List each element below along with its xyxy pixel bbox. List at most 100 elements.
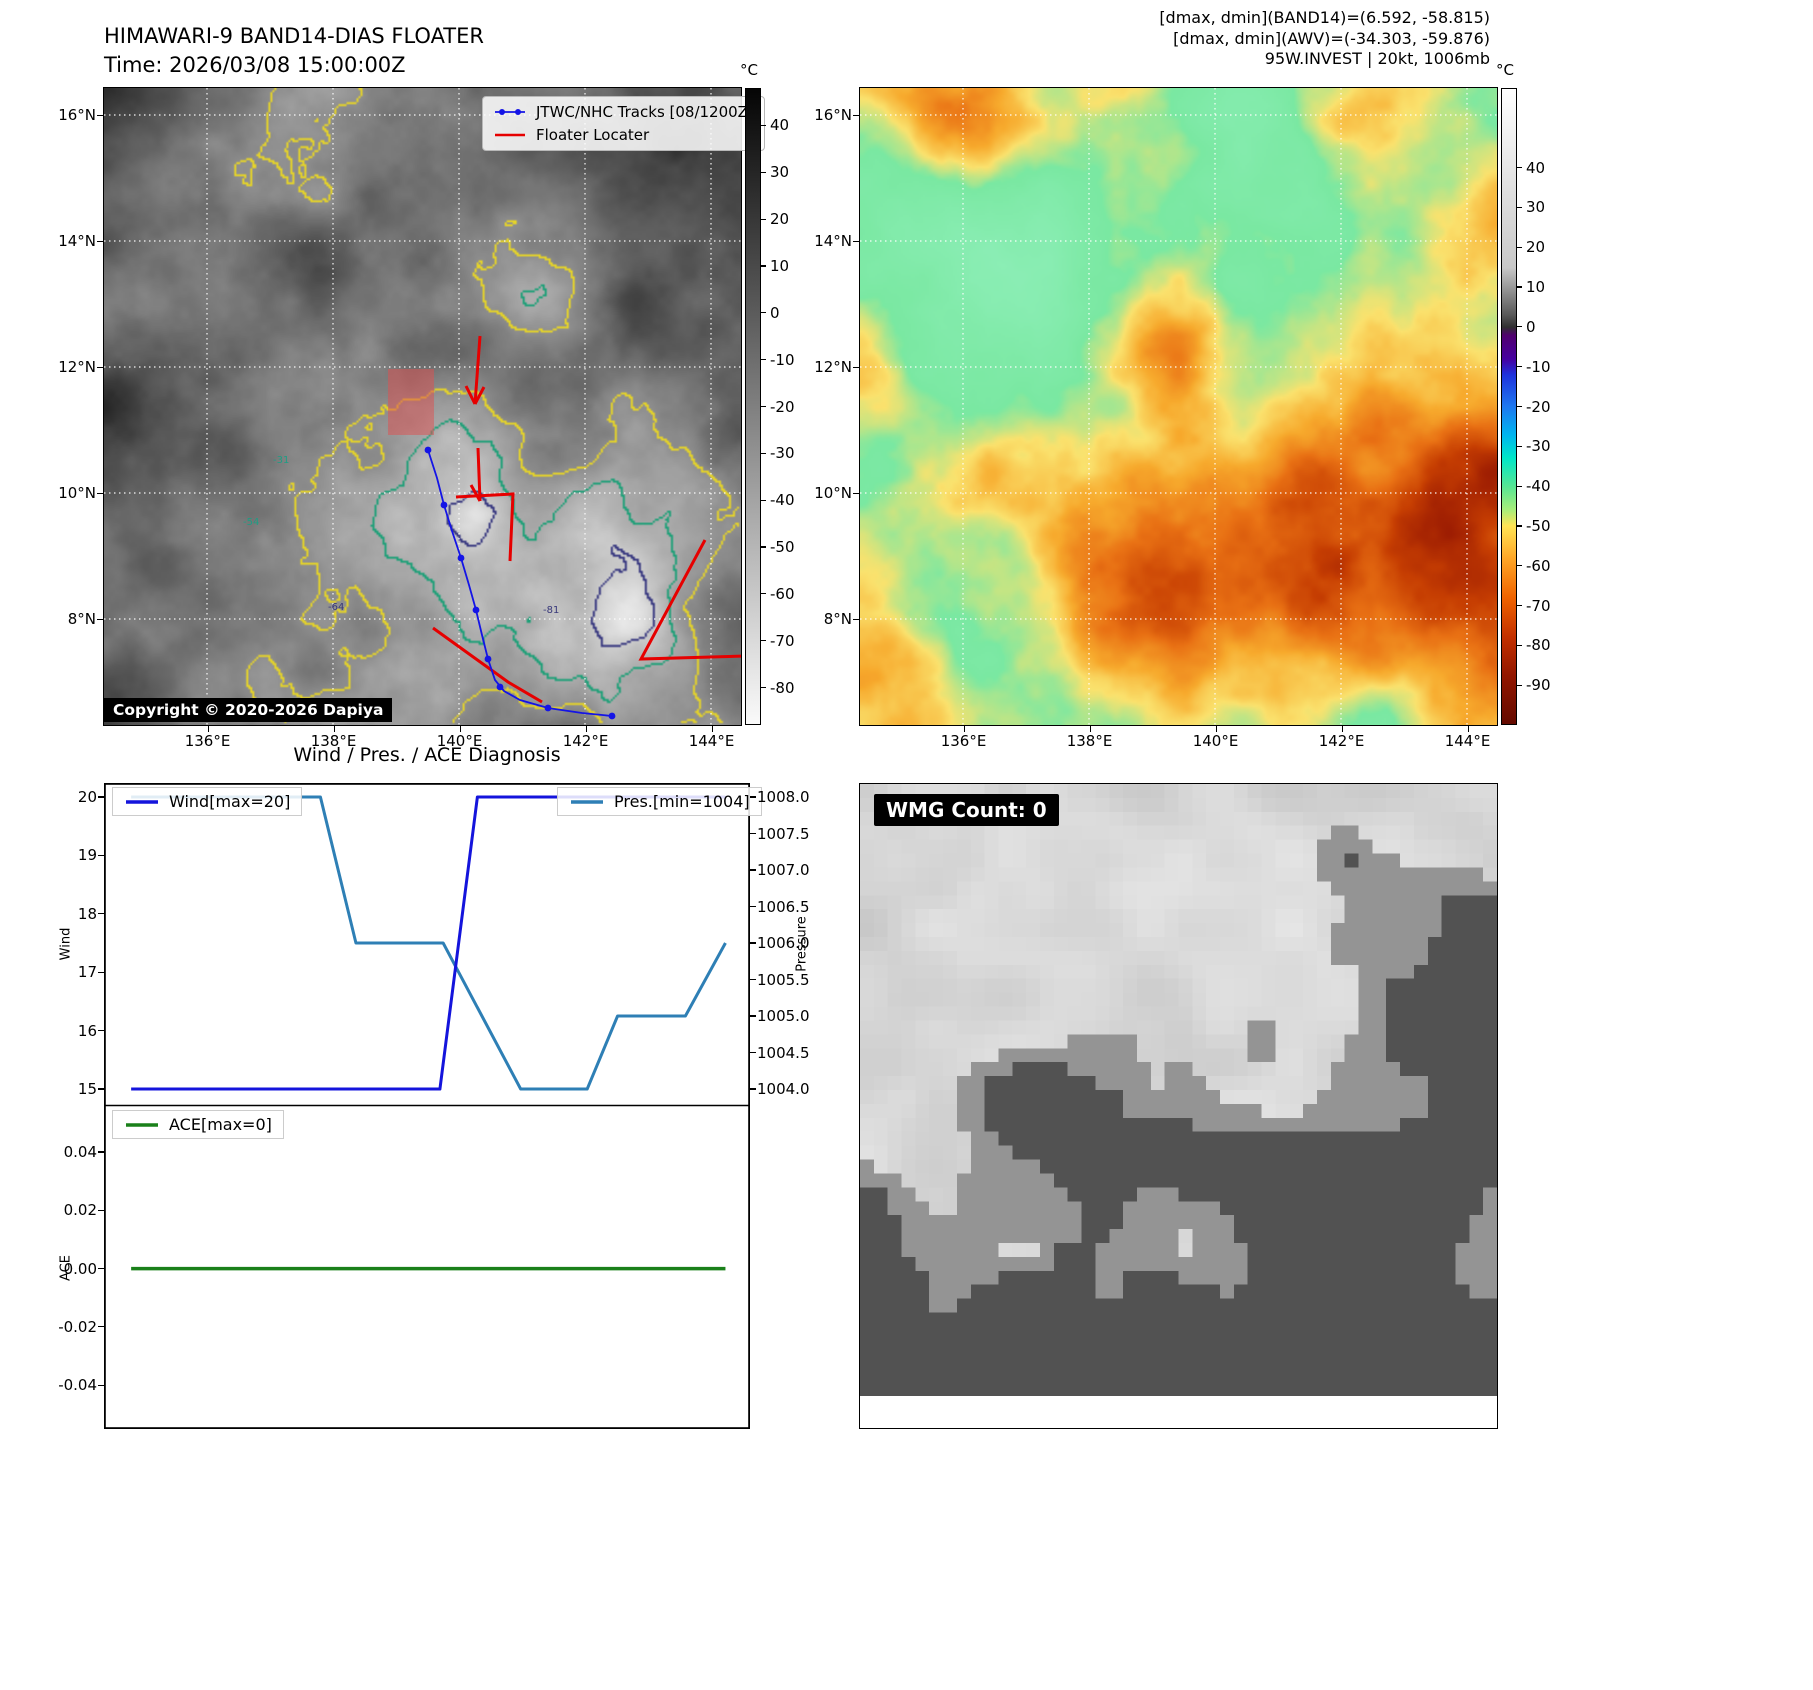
lon-tick-label: 138°E [1066, 732, 1113, 750]
colorbar-tick [761, 640, 766, 642]
wmg-count-badge: WMG Count: 0 [874, 794, 1059, 826]
lat-tick [97, 241, 103, 243]
lon-tick [963, 726, 965, 732]
copyright-badge: Copyright © 2020-2026 Dapiya [104, 698, 393, 722]
colorbar-tick-label: -20 [1526, 397, 1551, 416]
lon-tick [711, 726, 713, 732]
lon-tick-label: 136°E [940, 732, 987, 750]
diagnosis-chart [103, 783, 750, 1429]
lon-tick-label: 140°E [1192, 732, 1239, 750]
lat-tick-label: 12°N [814, 358, 852, 376]
wmg-microwave-image [860, 784, 1497, 1396]
colorbar-tick-label: -50 [1526, 516, 1551, 535]
ace-tick [98, 1268, 104, 1270]
lon-tick [459, 726, 461, 732]
lon-tick-label: 138°E [310, 732, 357, 750]
colorbar-tick [761, 546, 766, 548]
pressure-tick [750, 1088, 756, 1090]
colorbar-tick [761, 265, 766, 267]
lon-tick-label: 144°E [688, 732, 735, 750]
colorbar-tick-label: 30 [770, 163, 790, 182]
lat-tick [853, 241, 859, 243]
diagnostics-header: [dmax, dmin](BAND14)=(6.592, -58.815) [d… [1000, 8, 1490, 70]
lat-tick [97, 493, 103, 495]
pressure-tick [750, 978, 756, 981]
lat-tick [97, 367, 103, 369]
colorbar-tick [1517, 206, 1522, 209]
legend-row-track: JTWC/NHC Tracks [08/1200Z] [493, 103, 754, 121]
colorbar-tick-label: -70 [770, 631, 795, 650]
pressure-tick-label: 1007.0 [757, 861, 810, 879]
pressure-tick-label: 1006.5 [757, 897, 810, 916]
ace-tick [98, 1384, 104, 1386]
track-line-sample-icon [495, 109, 525, 115]
wind-legend: Wind[max=20] [112, 787, 303, 816]
pressure-tick [750, 905, 756, 908]
colorbar-tick-label: 0 [770, 303, 780, 322]
colorbar-tick [1517, 565, 1522, 567]
lat-tick [97, 619, 103, 621]
pressure-tick-label: 1007.5 [757, 824, 810, 843]
colorbar-tick-label: -40 [770, 491, 795, 510]
colorbar-tick-label: 10 [770, 256, 790, 275]
contour-value-label: -64 [328, 602, 345, 613]
pressure-tick [750, 869, 756, 871]
colorbar-tick [761, 405, 766, 408]
colorbar-tick-label: 20 [770, 210, 790, 229]
colorbar-tick-label: 40 [770, 116, 790, 135]
colorbar-tick [1517, 525, 1522, 527]
colorbar-tick [761, 171, 766, 173]
colorbar-tick [1517, 604, 1522, 607]
dmax-dmin-awv: [dmax, dmin](AWV)=(-34.303, -59.876) [1173, 28, 1490, 48]
colorbar-tick-label: -50 [770, 538, 795, 556]
lat-tick [853, 367, 859, 369]
pressure-tick-label: 1006.0 [757, 934, 810, 952]
colorbar-tick-label: -20 [770, 397, 795, 416]
colorbar-tick [761, 359, 766, 361]
colorbar-tick-label: -10 [1526, 357, 1551, 376]
wind-tick [98, 971, 104, 973]
band14-title: HIMAWARI-9 BAND14-DIAS FLOATER [104, 24, 484, 48]
legend-label-floater: Floater Locater [536, 126, 650, 144]
wind-tick-label: 20 [77, 788, 97, 806]
lat-tick-label: 14°N [58, 232, 96, 250]
wind-tick [98, 1088, 104, 1090]
contour-value-label: -81 [543, 605, 560, 616]
colorbar-tick [1517, 485, 1522, 487]
lon-tick [1089, 726, 1091, 732]
band14-timestamp: Time: 2026/03/08 15:00:00Z [104, 53, 406, 77]
pressure-tick [750, 942, 756, 944]
lat-tick [853, 493, 859, 495]
wind-tick [98, 796, 104, 798]
wind-tick-label: 17 [77, 963, 97, 982]
ace-tick [98, 1209, 104, 1211]
lon-tick-label: 142°E [562, 732, 609, 750]
colorbar-unit-label: °C [740, 61, 758, 79]
ace-legend: ACE[max=0] [112, 1110, 284, 1139]
lat-tick-label: 12°N [58, 358, 96, 376]
colorbar-tick [761, 312, 766, 314]
enhanced-ir-map-overlay [860, 88, 1497, 725]
ace-tick-label: 0.04 [63, 1143, 97, 1161]
jtwc-track-points [424, 446, 616, 720]
colorbar-tick-label: 40 [1526, 158, 1546, 177]
pressure-legend-label: Pres.[min=1004] [614, 792, 750, 811]
diagnosis-chart-title: Wind / Pres. / ACE Diagnosis [293, 744, 561, 766]
wind-axis-label: Wind [58, 927, 74, 961]
lat-tick-label: 16°N [814, 106, 852, 124]
wind-tick-label: 19 [77, 846, 97, 865]
lat-tick [853, 115, 859, 117]
pressure-tick-label: 1005.5 [757, 970, 810, 989]
legend-row-floater: Floater Locater [493, 126, 754, 144]
lat-tick-label: 10°N [58, 484, 96, 502]
colorbar-tick [1517, 405, 1522, 408]
colorbar-tick [761, 124, 766, 127]
lon-tick-label: 144°E [1444, 732, 1491, 750]
lon-tick [333, 726, 335, 732]
colorbar-tick-label: 20 [1526, 238, 1546, 257]
enhanced-ir-map-panel [859, 87, 1498, 726]
enhanced-ir-colorbar [1501, 88, 1517, 725]
lat-tick [97, 115, 103, 117]
pressure-tick-label: 1005.0 [757, 1007, 810, 1025]
band14-title-block: HIMAWARI-9 BAND14-DIAS FLOATER Time: 202… [104, 22, 484, 80]
